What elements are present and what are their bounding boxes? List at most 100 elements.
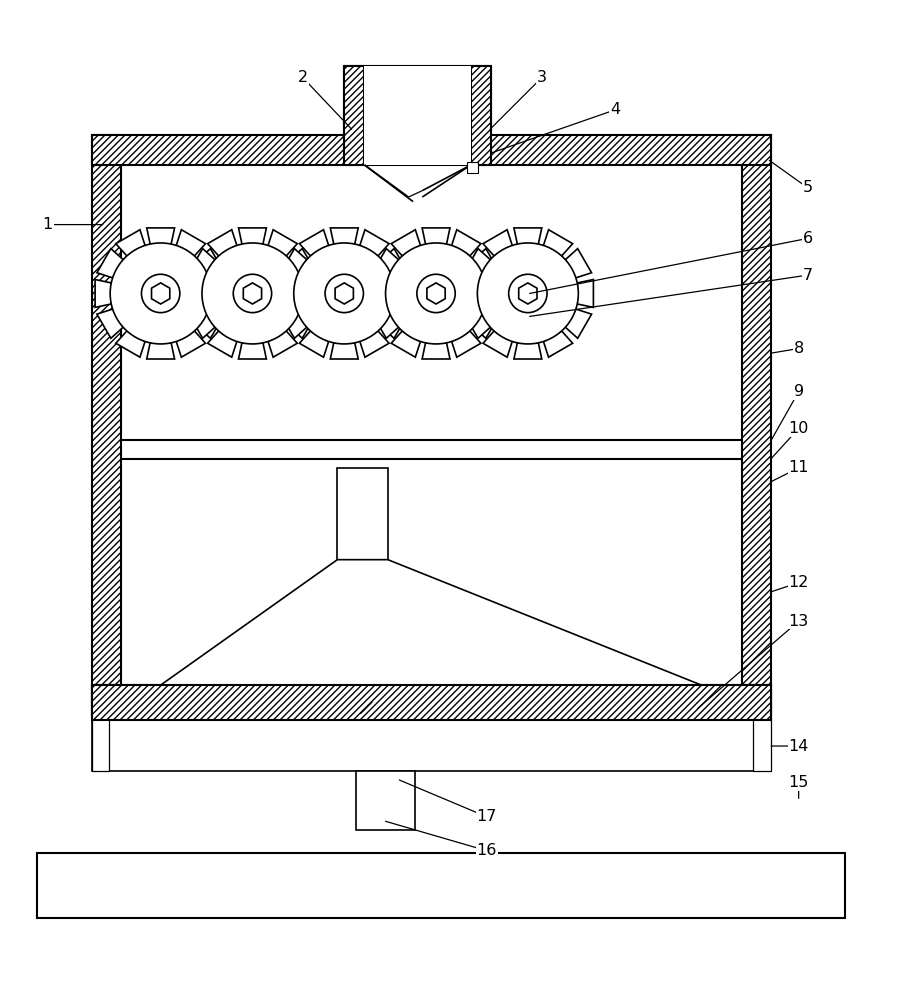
Text: 2: 2 — [297, 70, 308, 85]
Bar — [338, 468, 388, 560]
Polygon shape — [198, 309, 224, 338]
Polygon shape — [422, 343, 450, 359]
Bar — [92, 718, 109, 771]
Bar — [92, 135, 121, 716]
Polygon shape — [239, 228, 266, 244]
Circle shape — [325, 274, 364, 313]
Circle shape — [477, 243, 578, 344]
Polygon shape — [176, 230, 206, 256]
Polygon shape — [463, 280, 478, 307]
Polygon shape — [486, 280, 501, 307]
Polygon shape — [97, 249, 123, 278]
Polygon shape — [290, 249, 316, 278]
Polygon shape — [514, 228, 542, 244]
Polygon shape — [116, 230, 145, 256]
Polygon shape — [371, 280, 386, 307]
Polygon shape — [474, 309, 499, 338]
Text: 7: 7 — [802, 268, 813, 283]
Bar — [754, 718, 771, 771]
Circle shape — [294, 243, 395, 344]
Bar — [92, 718, 771, 771]
Polygon shape — [483, 230, 512, 256]
Polygon shape — [243, 283, 262, 304]
Bar — [92, 685, 771, 716]
Polygon shape — [330, 343, 358, 359]
Polygon shape — [565, 249, 591, 278]
Text: 16: 16 — [476, 843, 497, 858]
Text: 5: 5 — [802, 180, 813, 195]
Polygon shape — [335, 283, 353, 304]
Polygon shape — [565, 309, 591, 338]
Text: 10: 10 — [789, 421, 809, 436]
Circle shape — [110, 243, 211, 344]
Text: 4: 4 — [610, 102, 621, 117]
Polygon shape — [465, 249, 490, 278]
Polygon shape — [268, 331, 297, 357]
Text: 11: 11 — [789, 460, 809, 475]
Polygon shape — [268, 230, 297, 256]
Polygon shape — [299, 230, 329, 256]
Text: 1: 1 — [42, 217, 53, 232]
Text: 15: 15 — [789, 775, 809, 790]
Polygon shape — [151, 283, 170, 304]
Bar — [92, 685, 771, 720]
Polygon shape — [207, 331, 237, 357]
Polygon shape — [577, 280, 593, 307]
Polygon shape — [198, 249, 224, 278]
Polygon shape — [207, 230, 237, 256]
Polygon shape — [176, 331, 206, 357]
Circle shape — [233, 274, 272, 313]
Bar — [742, 135, 771, 716]
Polygon shape — [382, 249, 408, 278]
Polygon shape — [394, 280, 409, 307]
Circle shape — [386, 243, 487, 344]
Polygon shape — [281, 249, 307, 278]
Bar — [92, 135, 771, 165]
Polygon shape — [360, 230, 389, 256]
Text: 14: 14 — [789, 739, 809, 754]
Polygon shape — [279, 280, 295, 307]
Polygon shape — [360, 331, 389, 357]
Bar — [471, 66, 491, 165]
Polygon shape — [302, 280, 318, 307]
Polygon shape — [452, 230, 481, 256]
Text: 13: 13 — [789, 614, 809, 629]
Polygon shape — [189, 309, 215, 338]
Polygon shape — [543, 331, 573, 357]
Circle shape — [202, 243, 303, 344]
Polygon shape — [452, 331, 481, 357]
Polygon shape — [422, 228, 450, 244]
Text: 12: 12 — [789, 575, 809, 590]
Polygon shape — [116, 331, 145, 357]
Polygon shape — [514, 343, 542, 359]
Circle shape — [141, 274, 180, 313]
Polygon shape — [210, 280, 226, 307]
Polygon shape — [483, 331, 512, 357]
Polygon shape — [330, 228, 358, 244]
Polygon shape — [474, 249, 499, 278]
Polygon shape — [373, 309, 398, 338]
Polygon shape — [281, 309, 307, 338]
Text: 6: 6 — [802, 231, 813, 246]
Bar — [356, 771, 415, 830]
Polygon shape — [382, 309, 408, 338]
Polygon shape — [97, 309, 123, 338]
Bar — [364, 66, 471, 165]
Polygon shape — [239, 343, 266, 359]
Polygon shape — [373, 249, 398, 278]
Text: 17: 17 — [476, 809, 497, 824]
Polygon shape — [187, 280, 203, 307]
Polygon shape — [543, 230, 573, 256]
Polygon shape — [95, 280, 111, 307]
Polygon shape — [391, 331, 420, 357]
Bar — [37, 853, 845, 918]
Text: 3: 3 — [537, 70, 546, 85]
Polygon shape — [124, 560, 767, 711]
Polygon shape — [519, 283, 537, 304]
Circle shape — [509, 274, 547, 313]
Bar — [344, 66, 364, 165]
Polygon shape — [391, 230, 420, 256]
Polygon shape — [299, 331, 329, 357]
Text: 8: 8 — [793, 341, 804, 356]
Polygon shape — [147, 343, 174, 359]
